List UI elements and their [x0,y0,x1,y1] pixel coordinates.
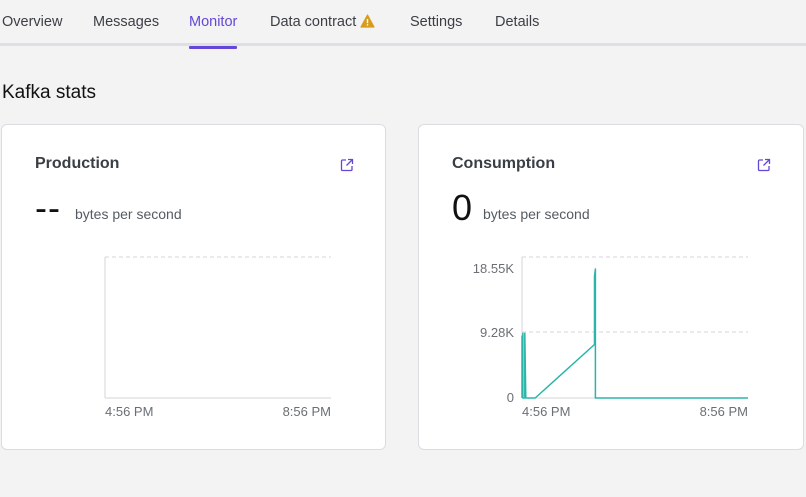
warning-icon [360,14,375,28]
tab-messages[interactable]: Messages [93,14,160,30]
external-link-icon[interactable] [340,158,354,172]
consumption-unit: bytes per second [483,206,590,222]
tab-details[interactable]: Details [495,14,540,30]
tab-data-contract-label: Data contract [270,14,357,30]
consumption-x-tick-end: 8:56 PM [700,404,748,419]
consumption-title: Consumption [452,155,556,172]
tab-monitor[interactable]: Monitor [189,14,238,49]
consumption-y-tick-max: 18.55K [473,261,515,276]
section-title: Kafka stats [2,82,96,103]
production-title: Production [35,155,120,172]
tab-overview[interactable]: Overview [2,14,63,30]
production-unit: bytes per second [75,206,182,222]
external-link-icon[interactable] [757,158,771,172]
production-x-tick-start: 4:56 PM [105,404,153,419]
consumption-y-tick-zero: 0 [507,390,514,405]
production-x-tick-end: 8:56 PM [283,404,331,419]
tab-settings[interactable]: Settings [410,14,463,30]
consumption-chart: 18.55K 9.28K 0 4:56 PM 8:56 PM [473,256,748,419]
consumption-value: 0 [452,187,474,228]
production-value: -- [35,187,61,228]
tab-data-contract[interactable]: Data contract [270,14,375,46]
consumption-series-line [521,268,748,399]
production-chart: 4:56 PM 8:56 PM [104,256,331,419]
consumption-card: Consumption 0 bytes per second 18.55K 9.… [418,124,804,450]
consumption-x-tick-start: 4:56 PM [522,404,570,419]
tab-bar: Overview Messages Monitor Data contract … [0,0,806,49]
production-card: Production -- bytes per second 4:56 PM 8… [1,124,386,450]
consumption-y-tick-mid: 9.28K [480,325,514,340]
